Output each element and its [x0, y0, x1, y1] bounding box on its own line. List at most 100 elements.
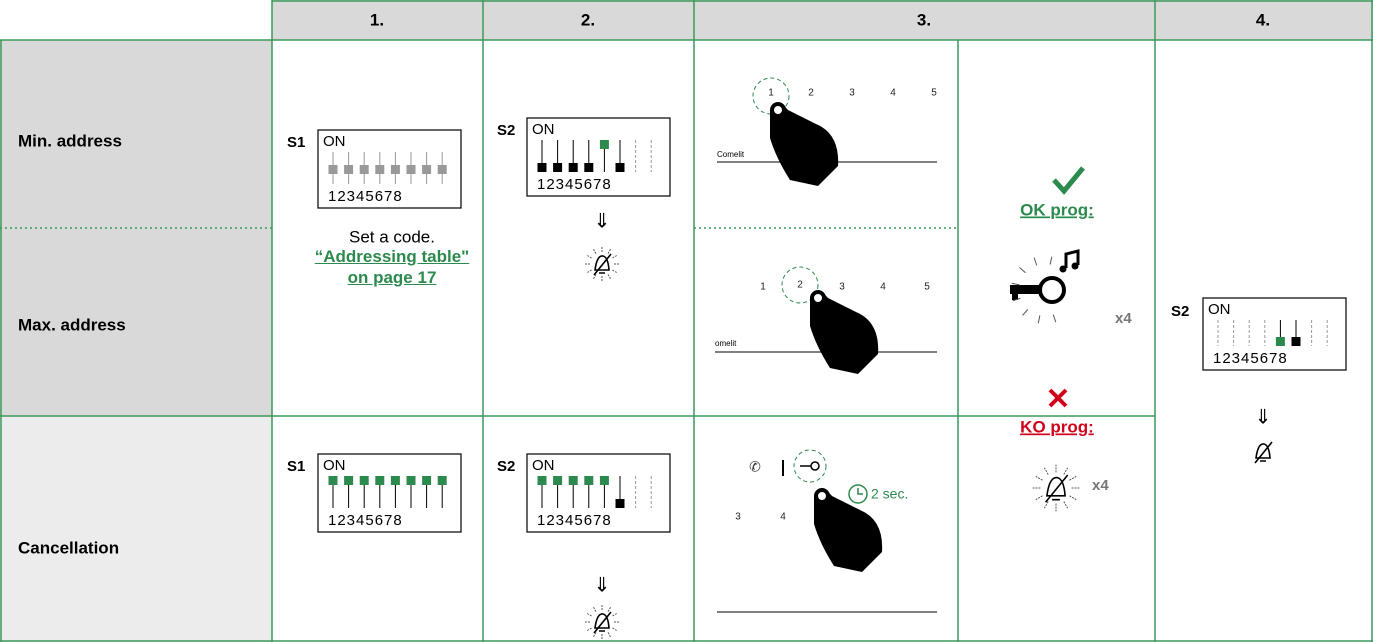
key: 3	[735, 512, 741, 523]
switch-lever	[568, 163, 578, 172]
bell-ray	[612, 269, 618, 274]
switch-box	[526, 453, 671, 533]
ok-label: OK prog:	[1020, 200, 1094, 219]
switch-box	[526, 117, 671, 197]
fingertip	[814, 488, 830, 504]
switch-lever	[344, 165, 354, 174]
link[interactable]: “Addressing table" on page 17	[314, 247, 470, 287]
key: 2	[808, 88, 814, 99]
bell-ray	[586, 612, 592, 617]
switch-lever	[615, 499, 625, 508]
switch-box	[1202, 297, 1347, 371]
count: x4	[1115, 310, 1132, 327]
bell-ray	[607, 274, 612, 280]
switch-lever	[406, 476, 416, 485]
switch-on: ON	[532, 457, 555, 474]
key: 2	[797, 280, 803, 291]
switch-lever	[390, 165, 400, 174]
count: x4	[1092, 477, 1109, 494]
bell-ray	[1035, 475, 1043, 481]
bell-ray	[592, 274, 597, 280]
bell-ray	[612, 612, 618, 617]
switch-numbers: 12345678	[537, 176, 612, 193]
arrow: ⇓	[594, 574, 611, 596]
switch-label: S1	[287, 458, 305, 475]
switch-numbers: 12345678	[1213, 350, 1288, 367]
arrow: ⇓	[1255, 406, 1272, 428]
switch-lever	[1291, 337, 1301, 346]
bell-ray	[1063, 501, 1069, 509]
switch-on: ON	[1208, 301, 1231, 318]
bell-ray	[592, 606, 597, 612]
switch-lever	[422, 476, 432, 485]
switch-lever	[553, 163, 563, 172]
switch-lever	[344, 476, 354, 485]
brand: omelit	[715, 339, 737, 348]
bell-ray	[1063, 467, 1069, 475]
switch-lever	[584, 476, 594, 485]
key: 4	[780, 512, 786, 523]
hand-icon	[814, 490, 883, 572]
column-header: 4.	[1256, 10, 1270, 29]
switch-lever	[1275, 337, 1285, 346]
bell-ray	[607, 606, 612, 612]
switch-lever	[390, 476, 400, 485]
switch-lever	[406, 165, 416, 174]
header-bg	[272, 0, 1373, 40]
bell-ray	[586, 254, 592, 259]
switch-lever	[359, 165, 369, 174]
switch-label: S2	[497, 458, 515, 475]
brand: Comelit	[717, 150, 745, 159]
key: 5	[924, 282, 930, 293]
key-icon	[1010, 249, 1080, 304]
fingertip	[770, 102, 786, 118]
fingertip	[810, 290, 826, 306]
svg-text:✆: ✆	[749, 459, 761, 475]
bell-icon	[593, 253, 612, 276]
key-ray	[1049, 256, 1053, 265]
key: 1	[760, 282, 766, 293]
column-header: 3.	[917, 10, 931, 29]
switch-lever	[328, 476, 338, 485]
switch-lever	[437, 476, 447, 485]
switch-lever	[568, 476, 578, 485]
switch-lever	[375, 476, 385, 485]
switch-box	[317, 453, 462, 533]
key: 3	[839, 282, 845, 293]
column-header: 2.	[581, 10, 595, 29]
cross-icon	[1048, 388, 1068, 408]
switch-lever	[537, 476, 547, 485]
arrow: ⇓	[594, 210, 611, 232]
note: Set a code.	[349, 227, 435, 246]
row-label: Max. address	[18, 315, 126, 334]
switch-label: S1	[287, 134, 305, 151]
key-ray	[1019, 267, 1026, 274]
switch-label: S2	[1171, 303, 1189, 320]
switch-lever	[437, 165, 447, 174]
switch-lever	[375, 165, 385, 174]
bell-ray	[1069, 495, 1077, 501]
duration: 2 sec.	[871, 486, 908, 502]
switch-lever	[599, 476, 609, 485]
bell-ray	[612, 627, 618, 632]
switch-numbers: 12345678	[537, 512, 612, 529]
ko-label: KO prog:	[1020, 417, 1094, 436]
switch-lever	[537, 163, 547, 172]
switch-lever	[615, 163, 625, 172]
key-ray	[1012, 297, 1021, 302]
switch-numbers: 12345678	[328, 512, 403, 529]
hand-icon	[810, 292, 879, 374]
check-icon	[1052, 166, 1085, 195]
key: 5	[931, 88, 937, 99]
bell-ray	[612, 254, 618, 259]
key: 3	[849, 88, 855, 99]
key: 1	[768, 88, 774, 99]
bell-ray	[607, 248, 612, 254]
switch-lever	[328, 165, 338, 174]
bell-ray	[1069, 475, 1077, 481]
switch-lever	[422, 165, 432, 174]
bell-ray	[586, 627, 592, 632]
